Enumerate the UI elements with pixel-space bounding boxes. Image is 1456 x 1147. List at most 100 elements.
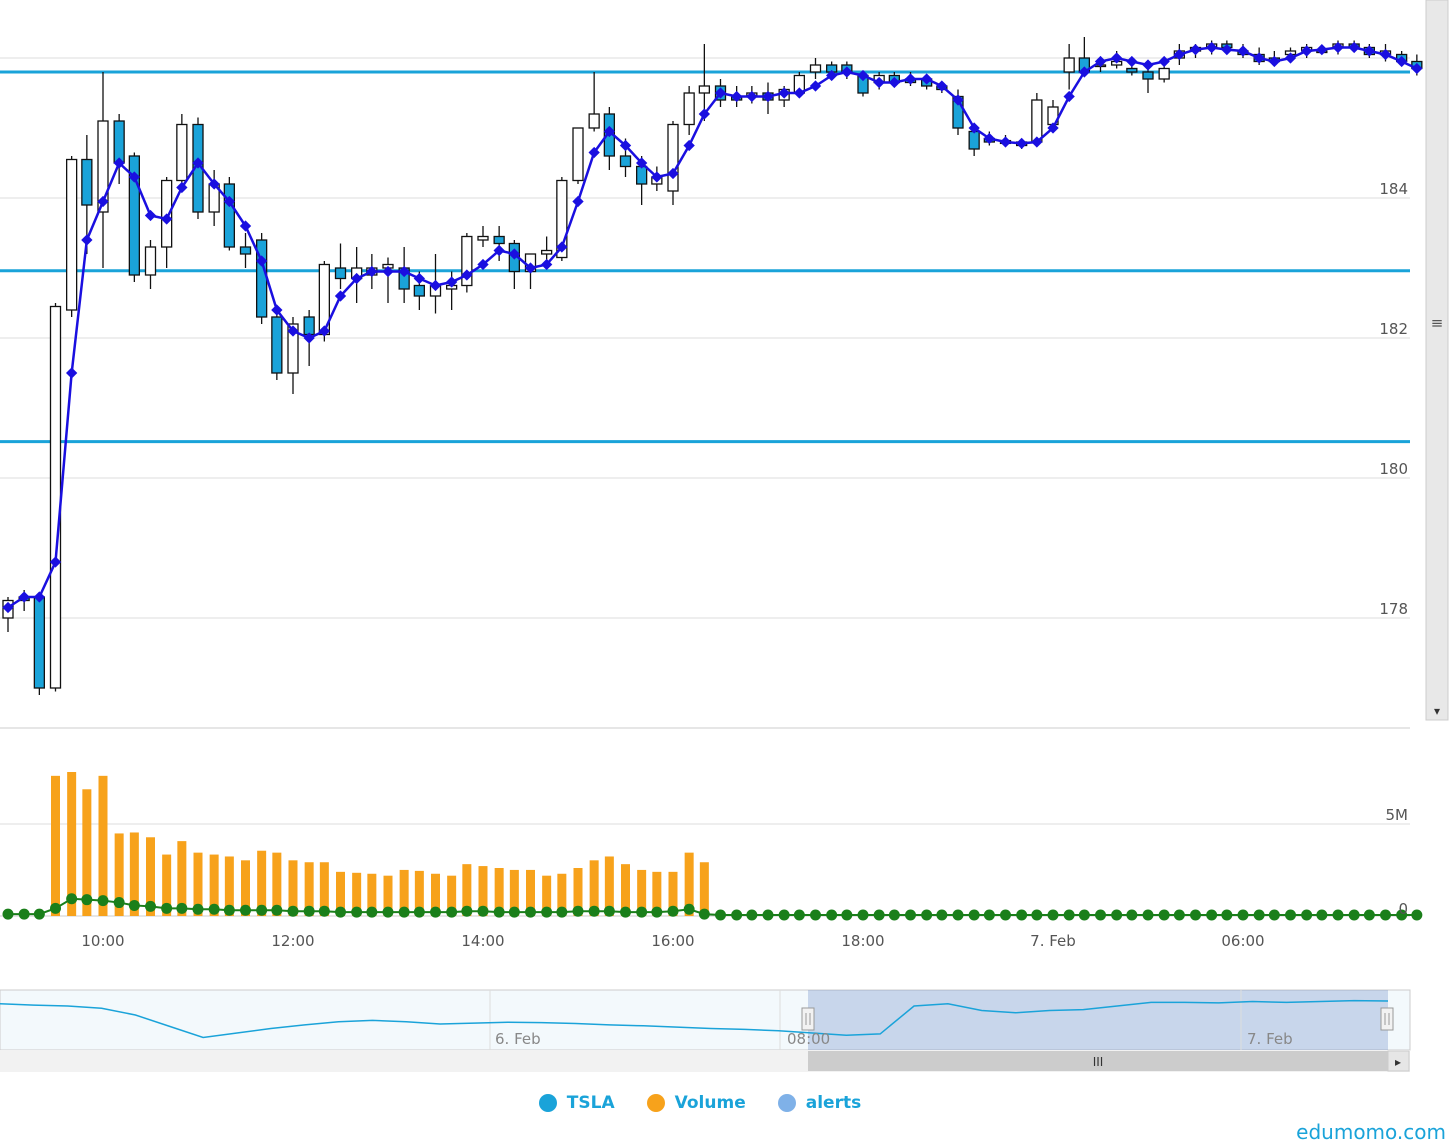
alerts-point bbox=[493, 906, 505, 918]
ma-point bbox=[65, 367, 78, 379]
alerts-point bbox=[366, 906, 378, 918]
alerts-point bbox=[921, 909, 933, 921]
chart-menu-icon[interactable]: ≡ bbox=[1431, 314, 1444, 332]
alerts-point bbox=[1380, 909, 1391, 921]
ma-point bbox=[1063, 90, 1075, 103]
alerts-point bbox=[936, 909, 948, 921]
alerts-point bbox=[446, 906, 458, 918]
candle-body bbox=[33, 596, 45, 689]
time-tick-label: 06:00 bbox=[1221, 932, 1264, 950]
ma-point bbox=[1126, 55, 1138, 68]
ma-point bbox=[1047, 122, 1059, 134]
ma-point bbox=[255, 255, 268, 267]
price-tick-label: 178 bbox=[1379, 600, 1408, 618]
volume-bar bbox=[224, 856, 234, 916]
chart-canvas: 178 180 182 184 0 5M 10:00 12:00 14:00 16:00 18:00… bbox=[0, 0, 1449, 1072]
volume-bar bbox=[352, 872, 362, 916]
candle-body bbox=[66, 158, 78, 311]
scrollbar[interactable]: ≡ ▾ III ▸ bbox=[0, 0, 1449, 1072]
ma-point bbox=[334, 290, 347, 302]
ma-point bbox=[1411, 62, 1423, 75]
ma-point bbox=[1237, 45, 1249, 57]
candle-body bbox=[223, 183, 236, 248]
scroll-right-icon[interactable]: ▸ bbox=[1395, 1055, 1401, 1069]
scroll-thumb-grip: III bbox=[1093, 1055, 1104, 1069]
candle-body bbox=[1126, 67, 1138, 73]
alerts-point bbox=[1111, 909, 1123, 921]
ma-point bbox=[477, 258, 489, 271]
time-tick-label: 14:00 bbox=[461, 932, 504, 950]
alerts-point bbox=[1301, 909, 1313, 921]
ma-point bbox=[1173, 48, 1186, 61]
alerts-point bbox=[1268, 909, 1280, 921]
legend-item-volume[interactable]: Volume bbox=[646, 1093, 746, 1113]
alerts-point bbox=[50, 902, 61, 914]
alerts-point bbox=[271, 904, 283, 916]
volume-bar bbox=[542, 875, 552, 916]
candle-body bbox=[113, 120, 125, 164]
alerts-point bbox=[651, 906, 663, 918]
ma-point bbox=[556, 241, 568, 253]
volume-bar bbox=[462, 864, 472, 916]
alerts-point bbox=[208, 903, 220, 915]
ma-point bbox=[271, 304, 283, 316]
navigator[interactable]: 6. Feb 08:00 7. Feb bbox=[0, 989, 1411, 1051]
ma-point bbox=[223, 195, 236, 208]
candle-body bbox=[81, 158, 93, 206]
ma-point bbox=[33, 591, 46, 603]
candle-body bbox=[239, 246, 252, 255]
ma-point bbox=[382, 265, 394, 278]
legend-dot-tsla bbox=[538, 1094, 557, 1112]
alerts-point bbox=[318, 905, 330, 917]
alerts-point bbox=[888, 909, 900, 921]
candle-body bbox=[1063, 57, 1075, 73]
volume-bar bbox=[193, 852, 203, 916]
alerts-point bbox=[778, 909, 790, 921]
price-tick-label: 180 bbox=[1379, 460, 1408, 478]
legend-item-alerts[interactable]: alerts bbox=[777, 1093, 861, 1113]
ma-point bbox=[350, 272, 363, 285]
navigator-handle[interactable] bbox=[801, 1007, 815, 1031]
volume-bar bbox=[621, 864, 630, 916]
volume-bar bbox=[509, 869, 519, 916]
ma-point bbox=[635, 157, 648, 169]
alerts-point bbox=[161, 902, 173, 914]
navigator-selection[interactable] bbox=[808, 990, 1388, 1050]
ma-line bbox=[7, 46, 1418, 609]
candle-body bbox=[334, 267, 347, 280]
candle-body bbox=[809, 64, 822, 73]
volume-bar bbox=[336, 871, 345, 916]
alerts-point bbox=[826, 909, 838, 921]
alerts-point bbox=[683, 903, 695, 915]
ma-point bbox=[1015, 137, 1028, 150]
legend-dot-alerts bbox=[777, 1094, 796, 1112]
volume-bar bbox=[652, 871, 662, 916]
legend-item-tsla[interactable]: TSLA bbox=[538, 1093, 615, 1113]
alerts-point bbox=[1078, 909, 1090, 921]
ma-point bbox=[208, 178, 220, 190]
candle-body bbox=[698, 85, 710, 94]
price-tick-label: 184 bbox=[1379, 180, 1408, 198]
ma-point bbox=[1395, 55, 1408, 68]
navigator-handle[interactable] bbox=[1380, 1007, 1394, 1031]
horizontal-level-lines bbox=[0, 70, 1410, 444]
alerts-point bbox=[1173, 909, 1185, 921]
legend-dot-volume bbox=[646, 1094, 665, 1112]
alerts-point bbox=[1221, 909, 1233, 921]
alerts-point bbox=[223, 904, 235, 916]
alerts-point bbox=[603, 905, 615, 917]
volume-bar bbox=[414, 870, 424, 916]
time-tick-label: 7. Feb bbox=[1030, 932, 1076, 950]
candle-body bbox=[477, 235, 489, 241]
horizontal-scrollbar-thumb[interactable] bbox=[808, 1051, 1388, 1071]
vertical-scrollbar-track[interactable] bbox=[1425, 0, 1449, 721]
alerts-point bbox=[1285, 909, 1296, 921]
alerts-point bbox=[1000, 909, 1011, 921]
scroll-right-button[interactable] bbox=[1387, 1050, 1410, 1072]
alerts-point bbox=[303, 905, 315, 917]
alerts-point bbox=[983, 909, 995, 921]
volume-bar bbox=[399, 869, 409, 916]
alerts-point bbox=[525, 906, 536, 918]
candle-body bbox=[493, 235, 505, 245]
scroll-down-icon[interactable]: ▾ bbox=[1434, 704, 1440, 718]
